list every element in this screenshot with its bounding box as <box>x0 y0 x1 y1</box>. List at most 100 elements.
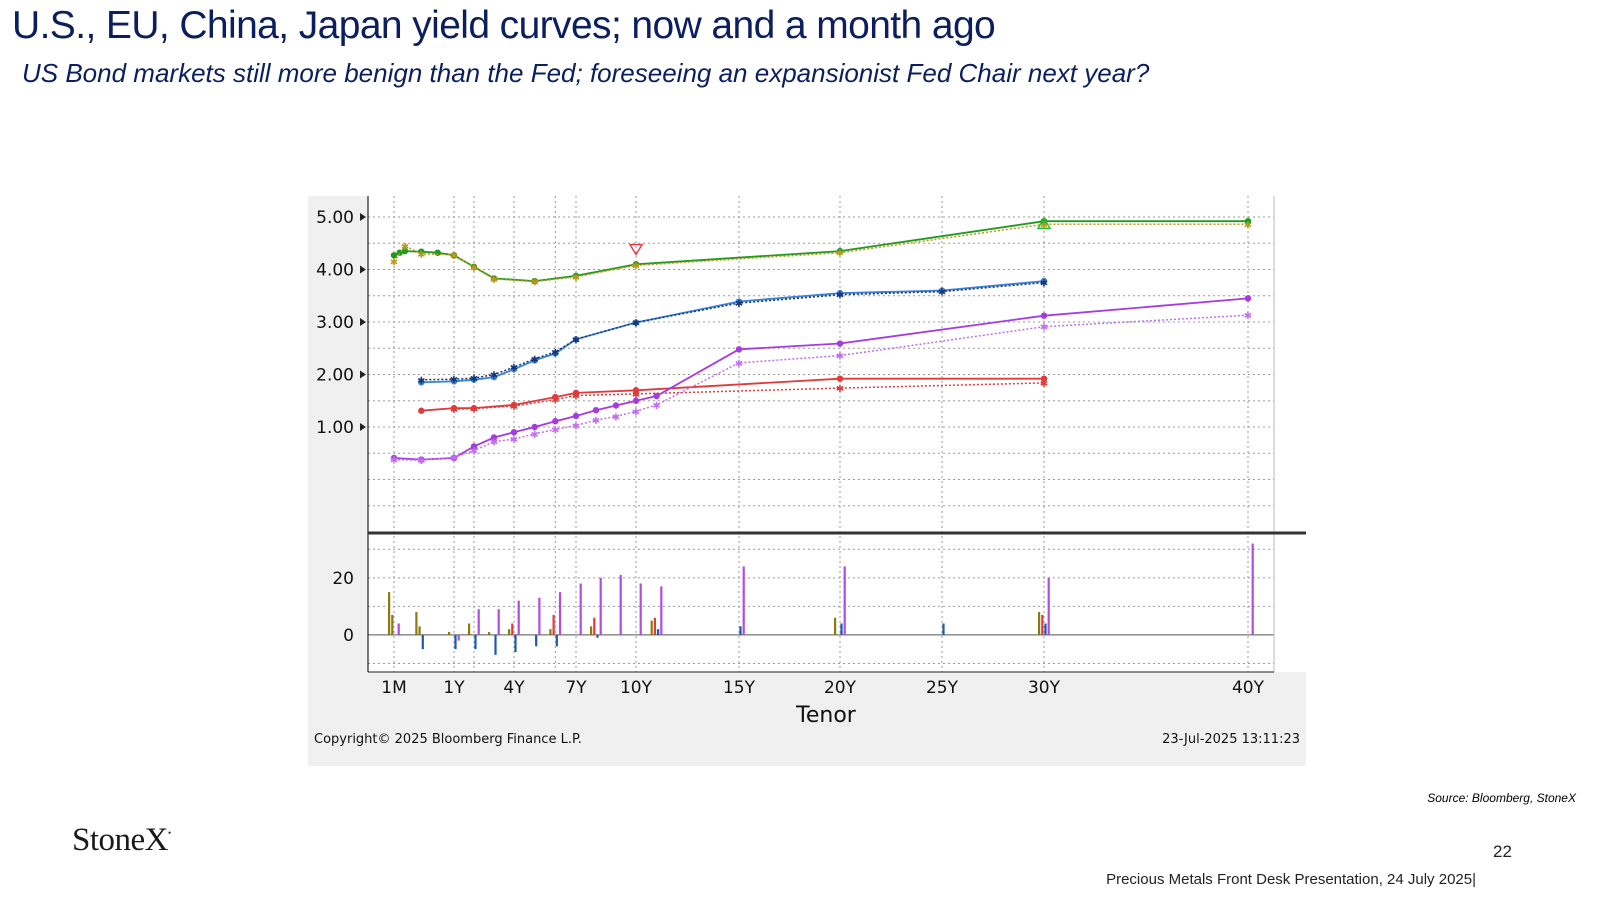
yield-point-star: ✱ <box>470 263 478 274</box>
change-bar <box>843 566 846 635</box>
yield-point <box>938 287 946 294</box>
yield-curve-line <box>421 281 1045 381</box>
x-axis: 1M 1Y 4Y 7Y 10Y 15Y 20Y 25Y 30Y 40Y <box>381 678 1264 698</box>
yield-point <box>531 357 538 364</box>
yield-point-star: ✱ <box>417 456 425 467</box>
yield-point <box>1244 295 1252 302</box>
yield-point <box>572 412 580 420</box>
upper-y-tick-label: 3.00 <box>316 313 354 333</box>
yield-point <box>470 376 478 383</box>
x-tick-label: 20Y <box>824 678 857 698</box>
yield-point-star: ✱ <box>652 401 660 412</box>
change-bar <box>555 634 558 647</box>
yield-point-star: ✱ <box>836 384 844 395</box>
yield-point <box>653 392 660 400</box>
change-bar <box>457 634 460 641</box>
yield-point-star: ✱ <box>401 242 409 253</box>
lower-y-tick-label: 20 <box>332 569 354 589</box>
yield-point-star: ✱ <box>530 430 538 441</box>
yield-curve-line <box>393 314 1249 461</box>
upper-y-tick-label: 1.00 <box>316 418 354 438</box>
change-bar <box>1044 623 1047 635</box>
slide-title: U.S., EU, China, Japan yield curves; now… <box>12 4 996 47</box>
change-bar <box>1251 543 1254 635</box>
yield-point-star: ✱ <box>390 258 398 269</box>
page-number: 22 <box>1493 842 1512 861</box>
yield-point-star: ✱ <box>1040 220 1048 231</box>
change-bar <box>454 634 457 650</box>
change-bar <box>488 632 491 635</box>
yield-point-star: ✱ <box>735 299 743 310</box>
yield-point <box>836 375 844 382</box>
yield-curve-line <box>393 223 1248 283</box>
yield-point <box>418 456 425 463</box>
x-tick-label: 25Y <box>926 678 959 698</box>
yield-point-star: ✱ <box>530 355 538 366</box>
change-bars <box>388 543 1254 655</box>
yield-point-star: ✱ <box>510 435 518 446</box>
upper-y-tick-label: 4.00 <box>316 261 354 281</box>
yield-curve-chart: 1.00 2.00 3.00 4.00 5.00 0 20 ✱ ✱ ✱ ✱ ✱ ✱ ✱ ✱ ✱ ✱ ✱ ✱ ✱ ✱ ✱… <box>308 196 1306 766</box>
upper-y-tick-marker <box>360 318 366 326</box>
curve-marker <box>1036 216 1052 229</box>
upper-y-tick-label: 5.00 <box>316 208 354 228</box>
change-bar <box>552 614 555 635</box>
yield-point-star: ✱ <box>551 426 559 437</box>
yield-point-star: ✱ <box>836 249 844 260</box>
footer-text: Precious Metals Front Desk Presentation,… <box>1106 871 1476 888</box>
yield-point-star: ✱ <box>450 375 458 386</box>
change-bar <box>418 626 421 635</box>
yield-point <box>490 373 498 381</box>
yield-point <box>510 429 518 436</box>
yield-point <box>836 340 844 347</box>
change-bar <box>660 586 663 635</box>
yield-point <box>390 252 398 259</box>
yield-point <box>510 401 518 409</box>
yield-point-star: ✱ <box>1040 279 1048 290</box>
x-tick-label: 1Y <box>443 678 465 698</box>
change-bar <box>1041 614 1044 635</box>
yield-point <box>735 346 743 353</box>
yield-point-star: ✱ <box>1244 220 1252 231</box>
yield-point <box>552 418 559 425</box>
yield-point-star: ✱ <box>592 416 600 427</box>
chart-copyright: Copyright© 2025 Bloomberg Finance L.P. <box>314 732 582 747</box>
yield-point <box>401 247 409 255</box>
yield-point <box>531 423 538 431</box>
yield-point-star: ✱ <box>490 371 498 382</box>
logo-registered-mark: • <box>168 828 171 838</box>
yield-point-star: ✱ <box>836 352 844 363</box>
change-bar <box>477 609 480 635</box>
yield-point <box>836 247 844 255</box>
yield-point-star: ✱ <box>450 453 458 464</box>
upper-y-tick-marker <box>360 370 366 379</box>
change-bar <box>508 629 511 635</box>
change-bar <box>653 617 656 635</box>
yield-point-star: ✱ <box>612 413 620 424</box>
yield-point-star: ✱ <box>470 374 478 385</box>
yield-point-star: ✱ <box>450 405 458 416</box>
yield-point-star: ✱ <box>417 376 425 387</box>
change-bar <box>593 617 596 635</box>
change-bar <box>840 623 843 635</box>
change-bar <box>549 629 552 635</box>
yield-point-star: ✱ <box>572 392 580 403</box>
yield-point-star: ✱ <box>632 390 640 401</box>
change-bar <box>590 626 593 635</box>
yield-point <box>1040 375 1048 382</box>
change-bar <box>739 626 742 635</box>
change-bar <box>535 634 538 647</box>
change-bar <box>415 612 418 635</box>
stonex-logo: StoneX• <box>72 822 171 859</box>
change-bar <box>619 574 622 635</box>
yield-point <box>552 393 559 401</box>
yield-point-star: ✱ <box>490 438 498 449</box>
yield-point <box>418 407 425 414</box>
x-tick-label: 30Y <box>1028 678 1061 698</box>
upper-y-tick-label: 2.00 <box>316 366 354 386</box>
yield-curve-line <box>453 382 1045 410</box>
yield-point <box>1040 218 1048 225</box>
yield-curve-svg: 1.002.003.004.005.00 020 ✱✱✱ ✱✱✱ ✱ ✱✱✱✱ ✱✱ ✱ ✱… <box>308 196 1306 766</box>
yield-point <box>450 252 458 259</box>
change-bar <box>834 617 837 635</box>
